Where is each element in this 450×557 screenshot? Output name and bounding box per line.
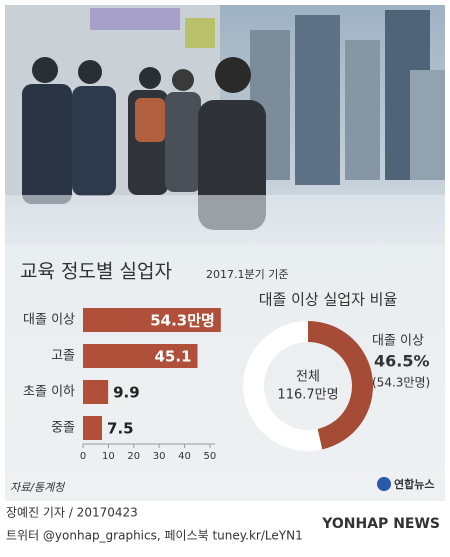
credit: 장예진 기자 / 20170423 xyxy=(6,506,138,520)
pie-slice xyxy=(243,321,323,451)
category-label: 고졸 xyxy=(51,349,75,364)
x-tick-label: 10 xyxy=(102,451,115,462)
logo: 연합뉴스 xyxy=(394,477,434,491)
x-tick-label: 30 xyxy=(153,451,166,462)
center-value: 116.7만명 xyxy=(277,388,338,403)
social: 트위터 @yonhap_graphics, 페이스북 tuney.kr/LeYN… xyxy=(6,529,303,543)
bar xyxy=(83,380,109,404)
center-label: 전체 xyxy=(296,370,320,385)
value-label: 9.9 xyxy=(113,384,140,402)
pie-title: 대졸 이상 실업자 비율 xyxy=(259,291,398,309)
watermark: YONHAP NEWS xyxy=(321,516,440,532)
slice-label: 대졸 이상 xyxy=(372,334,424,349)
value-label: 45.1 xyxy=(154,348,191,366)
bar xyxy=(83,416,103,440)
x-tick-label: 50 xyxy=(204,451,217,462)
x-tick-label: 0 xyxy=(80,451,86,462)
bar xyxy=(83,308,221,332)
slice-annotation: (54.3만명) xyxy=(372,376,430,390)
category-label: 초졸 이하 xyxy=(23,385,75,400)
logo-icon xyxy=(377,477,391,491)
photo xyxy=(5,5,445,245)
pie-slice xyxy=(308,321,374,450)
category-label: 대졸 이상 xyxy=(23,313,75,328)
source: 자료/통계청 xyxy=(10,481,66,494)
x-tick-label: 20 xyxy=(127,451,140,462)
x-tick-label: 40 xyxy=(178,451,191,462)
bar-subtitle: 2017.1분기 기준 xyxy=(206,268,288,281)
slice-value: 46.5% xyxy=(374,352,430,371)
category-label: 중졸 xyxy=(51,421,75,436)
bar xyxy=(83,344,198,368)
bar-title: 교육 정도별 실업자 xyxy=(20,261,172,283)
value-label: 54.3만명 xyxy=(150,312,215,330)
value-label: 7.5 xyxy=(107,420,134,438)
